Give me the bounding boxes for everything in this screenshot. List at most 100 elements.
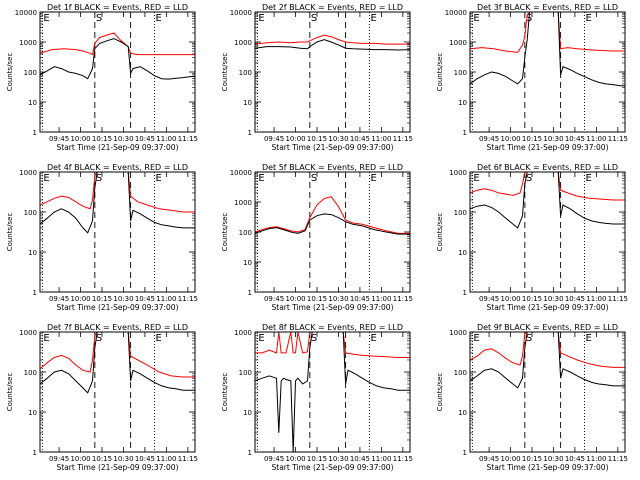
y-tick-label: 1 [248,449,252,457]
series-line [40,172,195,213]
y-tick-label: 1000 [234,329,252,337]
x-tick-label: 09:45 [264,135,284,143]
time-marker-label: E [258,173,264,184]
x-tick-label: 11:00 [371,455,391,463]
y-axis-label: Counts/sec [6,53,14,92]
y-tick-label: 10000 [445,9,467,17]
series-line [470,12,625,53]
series-line [255,332,410,358]
x-axis-label: Start Time (21-Sep-09 09:37:00) [487,143,609,152]
x-tick-label: 11:15 [393,135,413,143]
plot-frame [254,171,411,293]
x-tick-label: 10:30 [113,135,133,143]
x-tick-label: 10:15 [522,135,542,143]
x-axis-label: Start Time (21-Sep-09 09:37:00) [487,303,609,312]
x-tick-label: 10:15 [92,455,112,463]
y-tick-label: 10 [28,99,37,107]
chart-panel: Det 6f BLACK = Events, RED = LLD 1 10 100 10… [436,163,628,312]
x-tick-label: 10:30 [328,135,348,143]
series-line [470,12,625,87]
series-line [40,172,195,234]
series-line [40,32,195,56]
x-tick-label: 10:00 [500,295,520,303]
x-tick-label: 10:00 [500,135,520,143]
chart-title: Det 8f BLACK = Events, RED = LLD [262,323,403,332]
time-marker-label: E [473,333,479,344]
x-axis-label: Start Time (21-Sep-09 09:37:00) [487,463,609,472]
series-line [255,332,410,452]
y-tick-label: 1 [248,129,252,137]
x-tick-label: 11:15 [393,295,413,303]
x-axis-label: Start Time (21-Sep-09 09:37:00) [57,463,179,472]
y-axis-label: Counts/sec [436,53,444,92]
y-axis-label: Counts/sec [436,213,444,252]
chart-panel: Det 5f BLACK = Events, RED = LLD 1 10 100 10… [221,163,413,312]
chart-title: Det 9f BLACK = Events, RED = LLD [477,323,618,332]
x-tick-label: 09:45 [479,135,499,143]
series-line [470,172,625,229]
time-marker-label: E [585,173,591,184]
y-tick-label: 1 [33,129,37,137]
time-marker-label: S [96,173,102,184]
y-tick-label: 100 [24,209,37,217]
x-tick-label: 10:45 [565,135,585,143]
x-axis-label: Start Time (21-Sep-09 09:37:00) [272,143,394,152]
y-axis-label: Counts/sec [221,53,229,92]
y-tick-label: 100 [239,369,252,377]
x-tick-label: 10:30 [543,295,563,303]
x-tick-label: 10:15 [522,455,542,463]
x-tick-label: 11:15 [608,455,628,463]
y-tick-label: 10 [458,249,467,257]
time-marker-label: E [258,333,264,344]
y-axis-label: Counts/sec [221,373,229,412]
y-tick-label: 1000 [449,329,467,337]
x-tick-label: 10:15 [522,295,542,303]
y-tick-label: 10 [243,99,252,107]
x-axis-label: Start Time (21-Sep-09 09:37:00) [272,463,394,472]
time-marker-label: E [585,13,591,24]
time-marker-label: E [585,333,591,344]
y-tick-label: 100 [454,369,467,377]
y-tick-label: 1 [33,289,37,297]
y-tick-label: 1 [248,289,252,297]
chart-panel: Det 2f BLACK = Events, RED = LLD 1 10 100 10… [221,3,413,152]
x-tick-label: 11:00 [156,295,176,303]
x-tick-label: 10:00 [70,135,90,143]
chart-panel: Det 1f BLACK = Events, RED = LLD 1 10 100 10… [6,3,198,152]
x-tick-label: 09:45 [264,295,284,303]
x-tick-label: 09:45 [479,455,499,463]
y-tick-label: 10 [458,409,467,417]
x-tick-label: 10:00 [285,135,305,143]
y-tick-label: 10000 [230,169,252,177]
time-marker-label: S [311,333,317,344]
x-tick-label: 10:45 [135,455,155,463]
y-tick-label: 100 [239,69,252,77]
time-marker-label: S [96,13,102,24]
plot-frame [469,11,626,133]
x-tick-label: 10:45 [135,295,155,303]
time-marker-label: E [258,13,264,24]
x-tick-label: 10:00 [70,295,90,303]
x-tick-label: 11:15 [608,135,628,143]
chart-title: Det 4f BLACK = Events, RED = LLD [47,163,188,172]
time-marker-label: S [311,173,317,184]
y-tick-label: 10 [243,409,252,417]
series-line [40,332,195,378]
chart-panel: Det 9f BLACK = Events, RED = LLD 1 10 100 10… [436,323,628,472]
time-marker-label: E [43,173,49,184]
x-tick-label: 09:45 [49,295,69,303]
chart-title: Det 3f BLACK = Events, RED = LLD [477,3,618,12]
time-marker-label: E [370,173,376,184]
y-tick-label: 1 [33,449,37,457]
time-marker-label: E [43,13,49,24]
y-tick-label: 1 [463,449,467,457]
y-tick-label: 10 [28,249,37,257]
time-marker-label: E [155,333,161,344]
y-tick-label: 1 [463,129,467,137]
chart-title: Det 2f BLACK = Events, RED = LLD [262,3,403,12]
time-marker-label: E [43,333,49,344]
y-axis-label: Counts/sec [6,213,14,252]
time-marker-label: S [311,13,317,24]
x-tick-label: 11:00 [586,455,606,463]
x-tick-label: 10:00 [285,455,305,463]
